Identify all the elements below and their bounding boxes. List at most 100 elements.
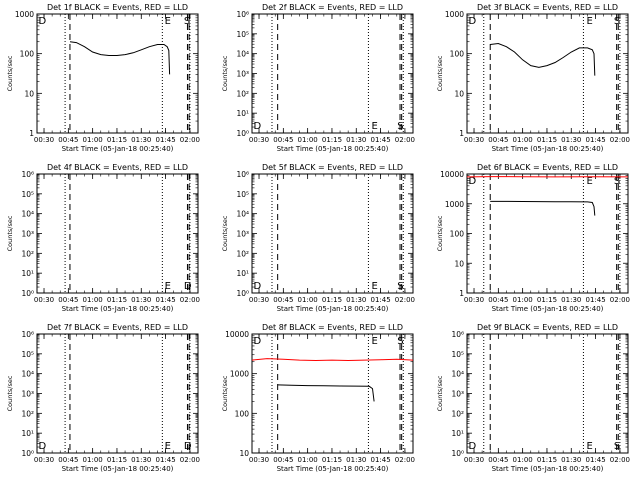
y-axis-label: Counts/sec xyxy=(6,55,14,91)
y-tick-label: 10⁰ xyxy=(451,449,464,458)
events-series-line xyxy=(69,41,171,75)
x-tick-label: 00:45 xyxy=(58,136,78,144)
x-tick-label: 02:00 xyxy=(610,456,630,464)
events-series-line xyxy=(490,200,596,216)
x-tick-label: 01:45 xyxy=(370,296,390,304)
x-tick-label: 00:30 xyxy=(249,456,269,464)
x-tick-label: 01:00 xyxy=(298,296,318,304)
panel-title: Det 3f BLACK = Events, RED = LLD xyxy=(477,3,618,12)
x-tick-label: 01:15 xyxy=(107,296,127,304)
x-tick-label: 01:00 xyxy=(513,456,533,464)
panel-title: Det 4f BLACK = Events, RED = LLD xyxy=(47,163,188,172)
x-axis-label: Start Time (05-Jan-18 00:25:40) xyxy=(277,305,389,313)
y-tick-label: 10000 xyxy=(225,330,249,339)
x-tick-label: 01:15 xyxy=(107,456,127,464)
y-tick-label: 1000 xyxy=(15,10,34,19)
y-tick-label: 10² xyxy=(21,249,34,258)
x-tick-label: 01:15 xyxy=(322,136,342,144)
x-tick-label: 00:45 xyxy=(58,456,78,464)
y-tick-label: 10⁵ xyxy=(236,190,249,199)
marker-label: E xyxy=(371,281,377,292)
marker-label: D xyxy=(254,336,262,347)
y-tick-label: 10⁶ xyxy=(21,330,34,339)
y-tick-label: 10 xyxy=(24,89,34,98)
marker-label: S xyxy=(397,281,403,292)
x-axis-label: Start Time (05-Jan-18 00:25:40) xyxy=(492,145,604,153)
y-tick-label: 10⁶ xyxy=(236,10,249,19)
y-axis-label: Counts/sec xyxy=(6,215,14,251)
x-tick-label: 01:30 xyxy=(561,136,581,144)
panel-det-2: Det 2f BLACK = Events, RED = LLD Counts/s… xyxy=(221,3,415,153)
x-axis-label: Start Time (05-Jan-18 00:25:40) xyxy=(277,465,389,473)
x-tick-label: 01:15 xyxy=(107,136,127,144)
marker-label: D xyxy=(39,16,47,27)
x-tick-label: 00:30 xyxy=(464,296,484,304)
x-tick-label: 01:15 xyxy=(322,296,342,304)
y-axis-label: Counts/sec xyxy=(436,55,444,91)
marker-label: D xyxy=(184,441,192,452)
x-tick-label: 01:30 xyxy=(561,456,581,464)
y-tick-label: 10⁴ xyxy=(236,50,249,59)
panel-det-3: Det 3f BLACK = Events, RED = LLD Counts/s… xyxy=(436,3,630,153)
y-tick-label: 10⁰ xyxy=(236,129,249,138)
y-tick-label: 10⁵ xyxy=(21,350,34,359)
y-tick-label: 10¹ xyxy=(451,429,464,438)
y-axis-label: Counts/sec xyxy=(221,215,229,251)
plot-frame xyxy=(251,333,414,454)
x-axis-label: Start Time (05-Jan-18 00:25:40) xyxy=(62,305,174,313)
y-axis-label: Counts/sec xyxy=(436,215,444,251)
y-tick-label: 10³ xyxy=(21,390,34,399)
x-tick-label: 01:30 xyxy=(346,136,366,144)
y-axis-label: Counts/sec xyxy=(6,375,14,411)
marker-label: D xyxy=(469,176,477,187)
marker-label: E xyxy=(165,16,171,27)
y-tick-label: 10⁶ xyxy=(21,170,34,179)
panel-det-1: Det 1f BLACK = Events, RED = LLD Counts/s… xyxy=(6,3,200,153)
y-tick-label: 10³ xyxy=(21,230,34,239)
panel-det-4: Det 4f BLACK = Events, RED = LLD Counts/s… xyxy=(6,163,200,313)
x-tick-label: 02:00 xyxy=(180,296,200,304)
x-tick-label: 00:45 xyxy=(273,296,293,304)
x-tick-label: 00:45 xyxy=(273,136,293,144)
panel-det-5: Det 5f BLACK = Events, RED = LLD Counts/s… xyxy=(221,163,415,313)
x-tick-label: 01:45 xyxy=(585,456,605,464)
x-axis-label: Start Time (05-Jan-18 00:25:40) xyxy=(277,145,389,153)
y-tick-label: 1000 xyxy=(230,370,249,379)
y-tick-label: 10 xyxy=(454,259,464,268)
panel-det-8: Det 8f BLACK = Events, RED = LLD Counts/s… xyxy=(221,323,415,473)
x-tick-label: 01:30 xyxy=(346,456,366,464)
x-tick-label: 01:45 xyxy=(370,456,390,464)
x-axis-label: Start Time (05-Jan-18 00:25:40) xyxy=(492,465,604,473)
y-tick-label: 10⁵ xyxy=(236,30,249,39)
y-axis-label: Counts/sec xyxy=(221,55,229,91)
y-tick-label: 10² xyxy=(236,89,249,98)
x-tick-label: 01:45 xyxy=(585,296,605,304)
x-tick-label: 01:30 xyxy=(131,456,151,464)
panel-title: Det 2f BLACK = Events, RED = LLD xyxy=(262,3,403,12)
y-tick-label: 10² xyxy=(236,249,249,258)
y-tick-label: 1000 xyxy=(445,10,464,19)
x-tick-label: 01:00 xyxy=(513,296,533,304)
y-tick-label: 10³ xyxy=(451,390,464,399)
x-tick-label: 02:00 xyxy=(180,136,200,144)
x-tick-label: 01:30 xyxy=(131,136,151,144)
x-axis-label: Start Time (05-Jan-18 00:25:40) xyxy=(62,465,174,473)
y-tick-label: 10² xyxy=(21,409,34,418)
y-tick-label: 10¹ xyxy=(21,269,34,278)
x-tick-label: 01:45 xyxy=(585,136,605,144)
marker-label: D xyxy=(254,281,262,292)
x-tick-label: 00:45 xyxy=(488,136,508,144)
x-tick-label: 01:00 xyxy=(83,136,103,144)
plot-frame xyxy=(466,13,629,134)
y-tick-label: 10¹ xyxy=(236,269,249,278)
marker-label: E xyxy=(586,176,592,187)
marker-label: D xyxy=(469,441,477,452)
y-tick-label: 100 xyxy=(20,50,35,59)
y-tick-label: 10² xyxy=(451,409,464,418)
y-tick-label: 1 xyxy=(459,289,464,298)
y-tick-label: 10⁴ xyxy=(21,370,34,379)
y-tick-label: 10⁴ xyxy=(21,210,34,219)
y-axis-label: Counts/sec xyxy=(436,375,444,411)
